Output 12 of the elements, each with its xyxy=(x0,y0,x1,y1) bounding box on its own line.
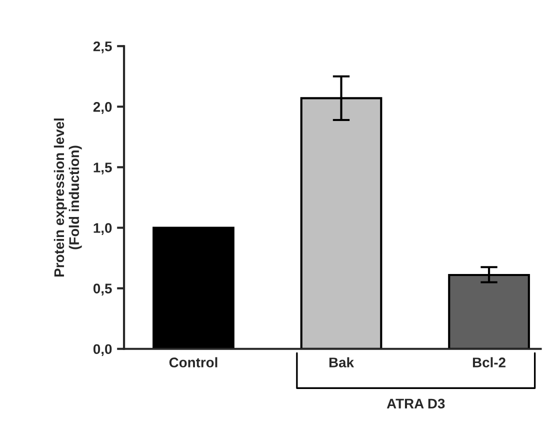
y-tick-label: 2,5 xyxy=(93,41,112,54)
x-tick-label: Bak xyxy=(329,357,354,368)
text: ATRA D3 xyxy=(386,398,445,409)
y-tick-label: 0,5 xyxy=(93,284,112,296)
y-tick-label: 0,0 xyxy=(93,344,112,356)
y-tick-label: 2,0 xyxy=(93,102,112,114)
bar xyxy=(152,226,234,349)
y-tick-label: 1,5 xyxy=(94,162,112,174)
y-tick-label: 1,0 xyxy=(94,223,112,235)
x-tick-label: Bcl-2 xyxy=(472,357,506,368)
x-tick-label: Control xyxy=(169,357,218,368)
y-axis-title: Protein expression level (Fold induction) xyxy=(54,118,82,276)
